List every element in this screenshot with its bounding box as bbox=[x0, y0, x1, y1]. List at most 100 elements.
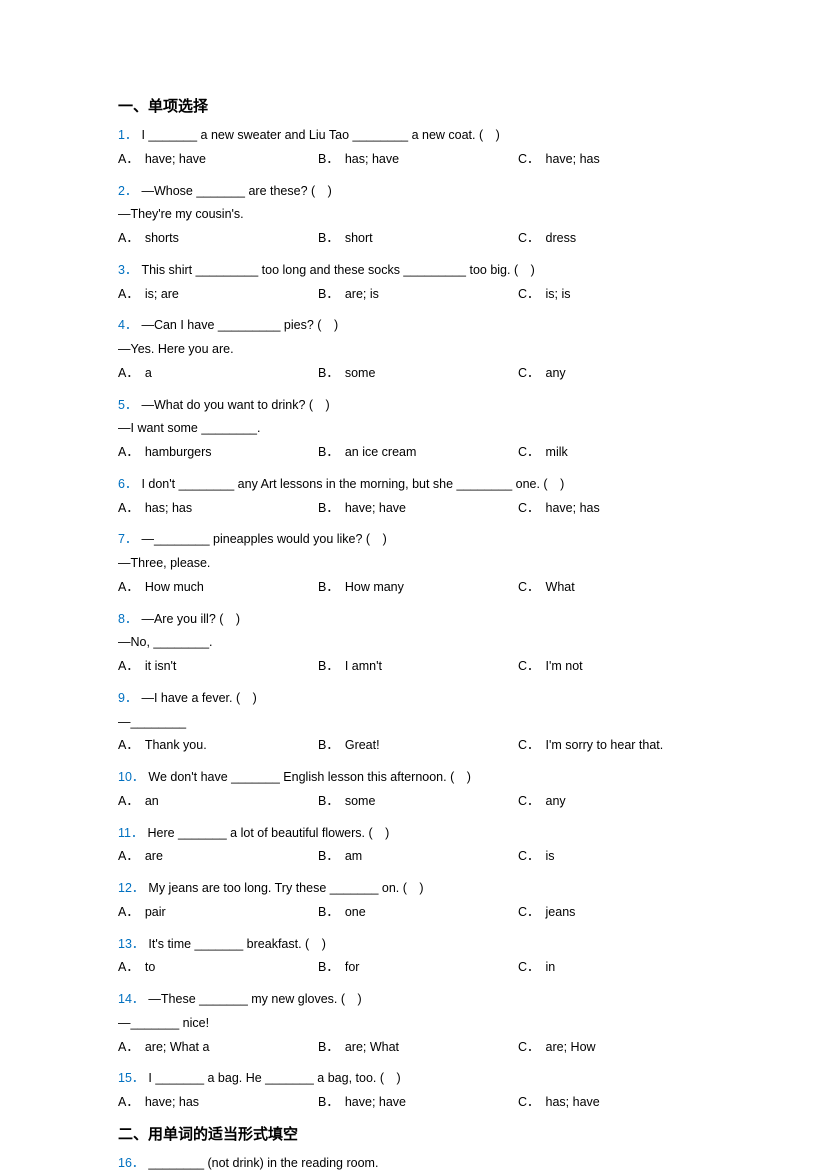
question-12: 12．My jeans are too long. Try these ____… bbox=[118, 877, 721, 925]
question-number: 12． bbox=[118, 877, 144, 901]
question-number: 6． bbox=[118, 473, 137, 497]
question-options: A．pairB．oneC．jeans bbox=[118, 901, 721, 925]
question-7: 7．—________ pineapples would you like? (… bbox=[118, 528, 721, 599]
question-number: 4． bbox=[118, 314, 137, 338]
question-options: A．toB．forC．in bbox=[118, 956, 721, 980]
option-a: A．pair bbox=[118, 901, 318, 925]
option-c: C．I'm not bbox=[518, 655, 721, 679]
option-a: A．is; are bbox=[118, 283, 318, 307]
option-b: B．for bbox=[318, 956, 518, 980]
option-a: A．Thank you. bbox=[118, 734, 318, 758]
question-options: A．have; hasB．have; haveC．has; have bbox=[118, 1091, 721, 1115]
question-text: I _______ a new sweater and Liu Tao ____… bbox=[141, 124, 499, 148]
section-1-title: 一、单项选择 bbox=[118, 95, 721, 116]
question-13: 13．It's time _______ breakfast. ( )A．toB… bbox=[118, 933, 721, 981]
question-options: A．it isn'tB．I amn'tC．I'm not bbox=[118, 655, 721, 679]
question-number: 8． bbox=[118, 608, 137, 632]
question-9: 9．—I have a fever. ( )—________A．Thank y… bbox=[118, 687, 721, 758]
option-c: C．milk bbox=[518, 441, 721, 465]
option-a: A．are; What a bbox=[118, 1036, 318, 1060]
option-c: C．in bbox=[518, 956, 721, 980]
option-a: A．How much bbox=[118, 576, 318, 600]
option-a: A．it isn't bbox=[118, 655, 318, 679]
question-options: A．How muchB．How manyC．What bbox=[118, 576, 721, 600]
question-continuation: —_______ nice! bbox=[118, 1012, 721, 1036]
question-8: 8．—Are you ill? ( )—No, ________.A．it is… bbox=[118, 608, 721, 679]
option-c: C．have; has bbox=[518, 497, 721, 521]
question-options: A．has; hasB．have; haveC．have; has bbox=[118, 497, 721, 521]
option-b: B．some bbox=[318, 362, 518, 386]
question-options: A．hamburgersB．an ice creamC．milk bbox=[118, 441, 721, 465]
option-b: B．Great! bbox=[318, 734, 518, 758]
question-number: 16． bbox=[118, 1152, 144, 1176]
option-c: C．is; is bbox=[518, 283, 721, 307]
option-a: A．to bbox=[118, 956, 318, 980]
question-text: ________ (not drink) in the reading room… bbox=[148, 1152, 378, 1176]
question-options: A．are; What aB．are; WhatC．are; How bbox=[118, 1036, 721, 1060]
question-3: 3．This shirt _________ too long and thes… bbox=[118, 259, 721, 307]
section-2-title: 二、用单词的适当形式填空 bbox=[118, 1123, 721, 1144]
question-continuation: —No, ________. bbox=[118, 631, 721, 655]
question-options: A．aB．someC．any bbox=[118, 362, 721, 386]
question-text: —These _______ my new gloves. ( ) bbox=[148, 988, 361, 1012]
option-b: B．I amn't bbox=[318, 655, 518, 679]
option-b: B．one bbox=[318, 901, 518, 925]
question-options: A．shortsB．shortC．dress bbox=[118, 227, 721, 251]
option-a: A．hamburgers bbox=[118, 441, 318, 465]
option-a: A．have; have bbox=[118, 148, 318, 172]
question-11: 11．Here _______ a lot of beautiful flowe… bbox=[118, 822, 721, 870]
question-text: Here _______ a lot of beautiful flowers.… bbox=[147, 822, 389, 846]
question-options: A．Thank you.B．Great!C．I'm sorry to hear … bbox=[118, 734, 721, 758]
option-c: C．dress bbox=[518, 227, 721, 251]
option-b: B．has; have bbox=[318, 148, 518, 172]
option-b: B．are; is bbox=[318, 283, 518, 307]
question-number: 15． bbox=[118, 1067, 144, 1091]
option-c: C．jeans bbox=[518, 901, 721, 925]
question-number: 7． bbox=[118, 528, 137, 552]
option-c: C．I'm sorry to hear that. bbox=[518, 734, 721, 758]
option-c: C．are; How bbox=[518, 1036, 721, 1060]
option-b: B．some bbox=[318, 790, 518, 814]
question-text: We don't have _______ English lesson thi… bbox=[148, 766, 471, 790]
question-options: A．is; areB．are; isC．is; is bbox=[118, 283, 721, 307]
question-number: 14． bbox=[118, 988, 144, 1012]
question-number: 11． bbox=[118, 822, 143, 846]
question-2: 2．—Whose _______ are these? ( )—They're … bbox=[118, 180, 721, 251]
question-6: 6．I don't ________ any Art lessons in th… bbox=[118, 473, 721, 521]
question-number: 9． bbox=[118, 687, 137, 711]
question-continuation: —Yes. Here you are. bbox=[118, 338, 721, 362]
question-text: My jeans are too long. Try these _______… bbox=[148, 877, 423, 901]
question-text: It's time _______ breakfast. ( ) bbox=[148, 933, 325, 957]
question-text: —I have a fever. ( ) bbox=[141, 687, 256, 711]
option-b: B．short bbox=[318, 227, 518, 251]
question-continuation: —They're my cousin's. bbox=[118, 203, 721, 227]
question-5: 5．—What do you want to drink? ( )—I want… bbox=[118, 394, 721, 465]
question-16: 16． ________ (not drink) in the reading … bbox=[118, 1152, 721, 1176]
option-a: A．shorts bbox=[118, 227, 318, 251]
question-text: —What do you want to drink? ( ) bbox=[141, 394, 329, 418]
option-a: A．are bbox=[118, 845, 318, 869]
question-10: 10．We don't have _______ English lesson … bbox=[118, 766, 721, 814]
question-text: —Whose _______ are these? ( ) bbox=[141, 180, 331, 204]
question-15: 15．I _______ a bag. He _______ a bag, to… bbox=[118, 1067, 721, 1115]
option-b: B．have; have bbox=[318, 497, 518, 521]
option-b: B．are; What bbox=[318, 1036, 518, 1060]
question-text: This shirt _________ too long and these … bbox=[141, 259, 534, 283]
question-number: 5． bbox=[118, 394, 137, 418]
question-continuation: —I want some ________. bbox=[118, 417, 721, 441]
question-continuation: —Three, please. bbox=[118, 552, 721, 576]
question-text: I don't ________ any Art lessons in the … bbox=[141, 473, 564, 497]
option-c: C．any bbox=[518, 790, 721, 814]
option-a: A．have; has bbox=[118, 1091, 318, 1115]
option-c: C．has; have bbox=[518, 1091, 721, 1115]
question-1: 1．I _______ a new sweater and Liu Tao __… bbox=[118, 124, 721, 172]
question-text: —Can I have _________ pies? ( ) bbox=[141, 314, 338, 338]
option-c: C．is bbox=[518, 845, 721, 869]
question-4: 4．—Can I have _________ pies? ( )—Yes. H… bbox=[118, 314, 721, 385]
option-a: A．a bbox=[118, 362, 318, 386]
question-options: A．areB．amC．is bbox=[118, 845, 721, 869]
option-a: A．an bbox=[118, 790, 318, 814]
option-b: B．am bbox=[318, 845, 518, 869]
question-continuation: —________ bbox=[118, 711, 721, 735]
question-number: 10． bbox=[118, 766, 144, 790]
